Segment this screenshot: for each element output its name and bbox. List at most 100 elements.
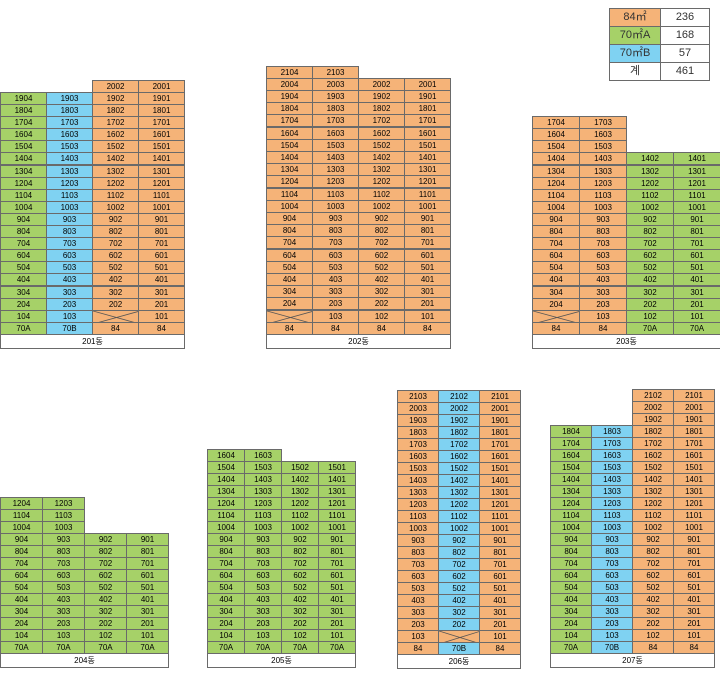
unit-cell: 902 (358, 211, 405, 225)
unit-type-cell: 84 (358, 321, 405, 335)
unit-cell: 901 (673, 212, 720, 226)
unit-cell: 1501 (138, 140, 185, 154)
unit-cell: 1301 (404, 163, 451, 177)
unit-cell: 603 (579, 249, 627, 263)
unit-cell: 1202 (626, 176, 674, 190)
unit-type-cell: 84 (312, 321, 359, 335)
unit-cell: 703 (312, 236, 359, 250)
unit-cell: 602 (358, 248, 405, 262)
unit-cell: 1904 (0, 91, 47, 105)
unit-cell: 701 (673, 237, 720, 251)
unit-cell: 103 (46, 309, 93, 323)
unit-cell: 1402 (92, 152, 139, 166)
unit-cell: 1004 (266, 199, 313, 213)
unit-cell: 704 (0, 237, 47, 251)
unit-cell: 2103 (312, 65, 359, 79)
unit-cell: 203 (46, 297, 93, 311)
unit-cell: 101 (673, 309, 720, 323)
unit-cell: 801 (404, 224, 451, 238)
empty-unit-cell (92, 309, 139, 323)
unit-cell: 1804 (0, 104, 47, 118)
unit-cell: 1901 (404, 89, 451, 103)
building-label: 205동 (207, 653, 356, 668)
unit-cell: 1102 (626, 188, 674, 202)
unit-cell: 1204 (532, 176, 580, 190)
unit-cell: 103 (312, 309, 359, 323)
unit-cell: 503 (46, 261, 93, 275)
unit-cell: 502 (92, 261, 139, 275)
unit-cell: 801 (673, 225, 720, 239)
unit-cell: 1401 (673, 152, 720, 166)
unit-cell: 702 (358, 236, 405, 250)
unit-cell: 604 (0, 249, 47, 263)
unit-cell: 501 (404, 260, 451, 274)
unit-cell: 902 (626, 212, 674, 226)
unit-cell: 804 (266, 224, 313, 238)
unit-cell: 1204 (0, 176, 47, 190)
unit-cell: 1303 (312, 163, 359, 177)
unit-cell: 102 (626, 309, 674, 323)
unit-cell: 1502 (358, 138, 405, 152)
unit-cell: 2004 (266, 77, 313, 91)
unit-cell: 401 (673, 273, 720, 287)
unit-cell: 602 (92, 249, 139, 263)
unit-cell: 1001 (138, 200, 185, 214)
unit-cell: 504 (266, 260, 313, 274)
unit-cell: 1002 (92, 200, 139, 214)
legend-row-70b: 70㎡B 57 (609, 44, 710, 63)
unit-cell: 301 (404, 285, 451, 299)
unit-cell: 1803 (312, 102, 359, 116)
unit-cell: 203 (312, 297, 359, 311)
unit-cell: 1203 (312, 175, 359, 189)
unit-cell: 1304 (0, 164, 47, 178)
unit-cell: 702 (626, 237, 674, 251)
unit-cell: 403 (312, 272, 359, 286)
unit-cell: 1302 (358, 163, 405, 177)
unit-cell: 503 (579, 261, 627, 275)
empty-unit-cell (266, 309, 313, 323)
unit-cell: 202 (626, 297, 674, 311)
unit-cell: 302 (92, 285, 139, 299)
unit-cell: 1301 (673, 164, 720, 178)
unit-cell: 701 (404, 236, 451, 250)
unit-cell: 403 (46, 273, 93, 287)
unit-cell: 304 (266, 285, 313, 299)
unit-cell: 1503 (579, 140, 627, 154)
unit-cell: 704 (532, 237, 580, 251)
unit-cell: 904 (266, 211, 313, 225)
unit-cell: 802 (626, 225, 674, 239)
unit-cell: 604 (532, 249, 580, 263)
unit-cell: 903 (46, 212, 93, 226)
legend-row-84: 84㎡ 236 (609, 8, 710, 27)
unit-cell: 1301 (138, 164, 185, 178)
unit-cell: 1703 (579, 116, 627, 130)
unit-cell: 202 (358, 297, 405, 311)
unit-cell: 1701 (479, 438, 521, 451)
unit-cell: 401 (138, 273, 185, 287)
unit-cell: 601 (673, 249, 720, 263)
unit-cell: 901 (404, 211, 451, 225)
unit-cell: 301 (673, 285, 720, 299)
unit-cell: 1303 (579, 164, 627, 178)
unit-cell: 902 (92, 212, 139, 226)
unit-cell: 1303 (46, 164, 93, 178)
legend-type: 84㎡ (609, 8, 661, 27)
unit-cell: 204 (532, 297, 580, 311)
unit-cell: 601 (138, 249, 185, 263)
unit-cell: 1402 (626, 152, 674, 166)
unit-cell: 903 (579, 212, 627, 226)
unit-cell: 903 (312, 211, 359, 225)
unit-cell: 1602 (92, 128, 139, 142)
unit-cell: 804 (0, 225, 47, 239)
unit-cell: 803 (46, 225, 93, 239)
legend-count: 57 (660, 44, 710, 63)
unit-cell: 1903 (312, 89, 359, 103)
unit-type-cell: 84 (532, 321, 580, 335)
unit-cell: 1001 (673, 200, 720, 214)
unit-cell: 1701 (138, 116, 185, 130)
unit-cell: 1002 (358, 199, 405, 213)
unit-cell: 1103 (312, 187, 359, 201)
unit-cell: 502 (626, 261, 674, 275)
unit-cell: 1001 (318, 521, 356, 534)
unit-cell: 601 (404, 248, 451, 262)
